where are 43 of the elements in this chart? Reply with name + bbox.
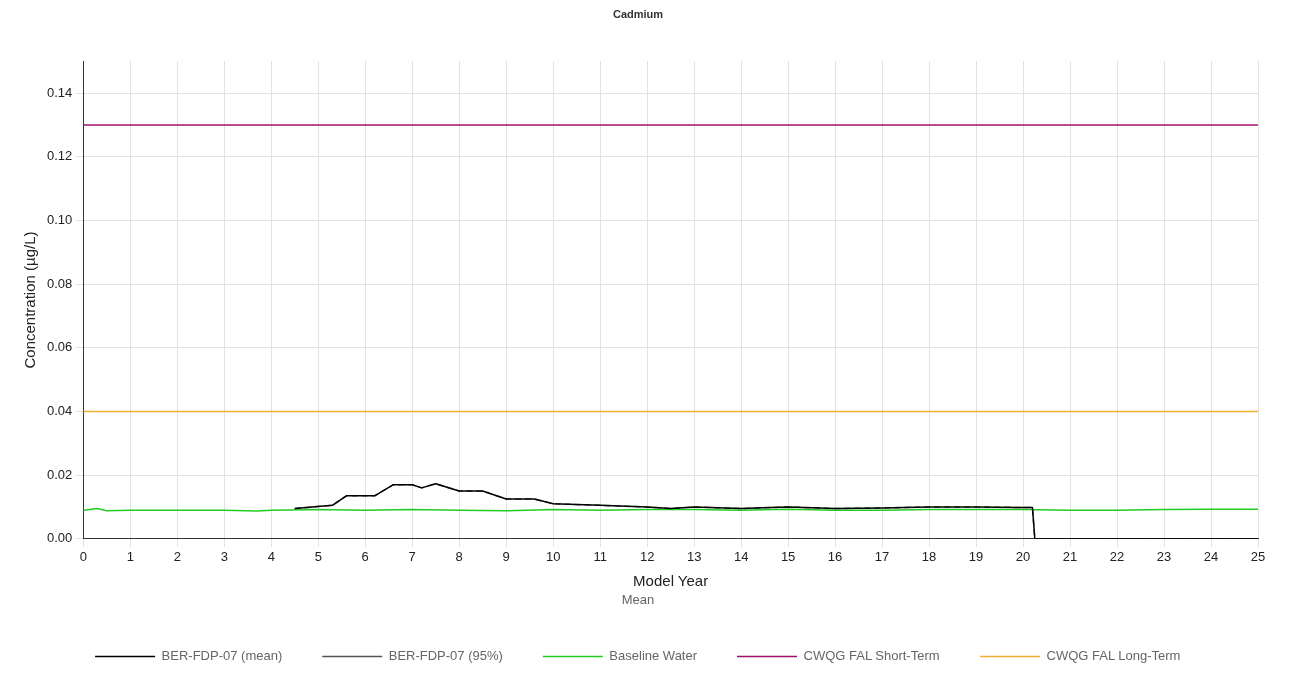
y-tick-label: 0.02 <box>46 466 73 482</box>
legend-label: BER-FDP-07 (95%) <box>388 648 503 664</box>
y-tick-label: 0.12 <box>46 148 73 164</box>
x-tick-label: 10 <box>545 549 561 565</box>
x-tick-label: 8 <box>455 549 463 565</box>
x-tick-label: 18 <box>921 549 937 565</box>
x-axis-title: Model Year <box>633 571 709 589</box>
legend-label: Baseline Water <box>609 648 698 664</box>
x-tick-label: 7 <box>408 549 416 565</box>
x-tick-label: 16 <box>827 549 843 565</box>
x-tick-label: 11 <box>593 549 607 565</box>
y-tick-label: 0.06 <box>46 339 73 355</box>
y-tick-label: 0.00 <box>46 530 73 546</box>
x-tick-label: 22 <box>1109 549 1125 565</box>
x-tick-label: 14 <box>733 549 749 565</box>
legend-label: BER-FDP-07 (mean) <box>161 648 283 664</box>
x-tick-label: 1 <box>126 549 134 565</box>
x-tick-label: 19 <box>968 549 984 565</box>
x-tick-label: 15 <box>780 549 796 565</box>
legend-title: Mean <box>621 592 655 608</box>
legend-label: CWQG FAL Long-Term <box>1046 648 1181 664</box>
legend-label: CWQG FAL Short-Term <box>803 648 940 664</box>
x-tick-label: 6 <box>361 549 369 565</box>
x-tick-label: 13 <box>686 549 702 565</box>
x-tick-label: 2 <box>173 549 181 565</box>
y-tick-label: 0.14 <box>46 84 73 100</box>
y-axis-title: Concentration (µg/L) <box>21 231 39 369</box>
x-tick-label: 9 <box>502 549 510 565</box>
chart-title: Cadmium <box>612 7 664 20</box>
x-tick-label: 12 <box>639 549 655 565</box>
y-tick-label: 0.08 <box>46 275 73 291</box>
y-tick-label: 0.10 <box>46 211 73 227</box>
x-tick-label: 23 <box>1156 549 1172 565</box>
x-tick-label: 20 <box>1015 549 1031 565</box>
x-tick-label: 24 <box>1203 549 1219 565</box>
x-tick-label: 25 <box>1250 549 1266 565</box>
x-tick-label: 0 <box>79 549 87 565</box>
x-tick-label: 17 <box>874 549 890 565</box>
x-tick-label: 5 <box>314 549 322 565</box>
x-tick-label: 4 <box>267 549 275 565</box>
y-tick-label: 0.04 <box>46 403 73 419</box>
x-tick-label: 21 <box>1062 549 1078 565</box>
x-tick-label: 3 <box>220 549 228 565</box>
